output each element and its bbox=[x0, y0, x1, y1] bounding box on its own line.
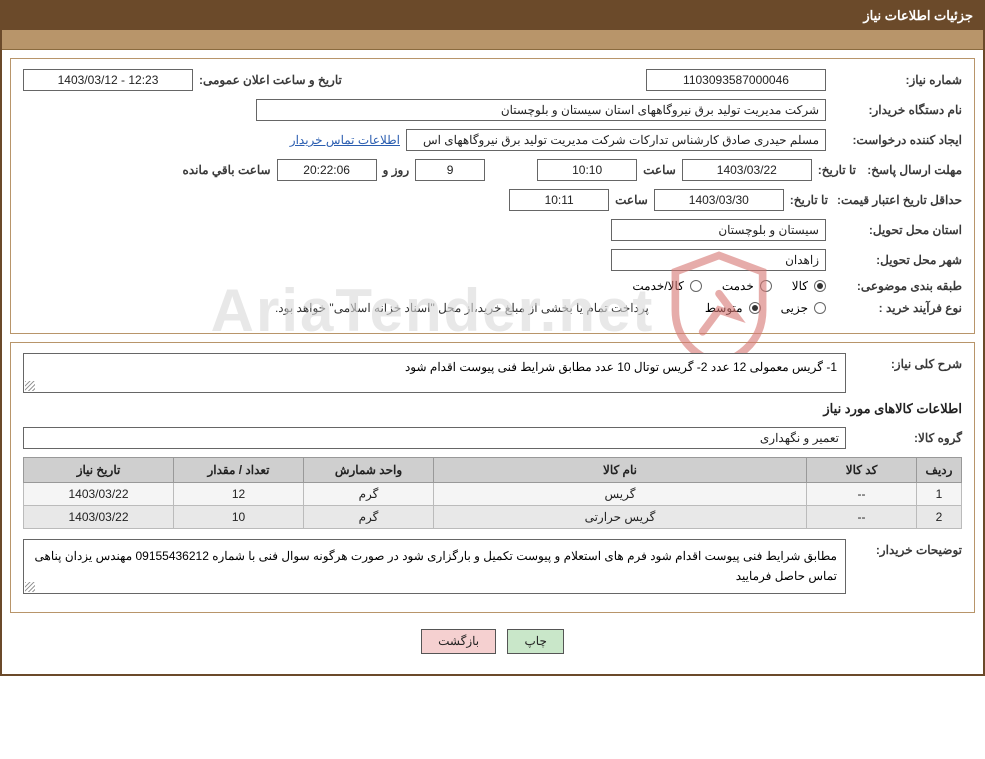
row-requester: ایجاد کننده درخواست: اطلاعات تماس خریدار bbox=[23, 129, 962, 151]
row-price-validity: حداقل تاریخ اعتبار قیمت: تا تاریخ: ساعت bbox=[23, 189, 962, 211]
row-buyer-org: نام دستگاه خریدار: bbox=[23, 99, 962, 121]
price-date-field bbox=[654, 189, 784, 211]
group-label: گروه کالا: bbox=[852, 431, 962, 445]
resize-handle-icon[interactable] bbox=[25, 582, 35, 592]
row-deadline: مهلت ارسال پاسخ: تا تاریخ: ساعت روز و سا… bbox=[23, 159, 962, 181]
page-title-bar: جزئیات اطلاعات نیاز bbox=[2, 2, 983, 30]
items-title: اطلاعات کالاهای مورد نیاز bbox=[23, 401, 962, 417]
table-cell: 2 bbox=[917, 506, 962, 529]
col-unit: واحد شمارش bbox=[304, 458, 434, 483]
category-label: طبقه بندی موضوعی: bbox=[832, 279, 962, 293]
col-date: تاریخ نیاز bbox=[24, 458, 174, 483]
radio-partial[interactable] bbox=[814, 302, 826, 314]
process-label: نوع فرآیند خرید : bbox=[832, 301, 962, 315]
announce-label: تاریخ و ساعت اعلان عمومی: bbox=[199, 73, 342, 87]
deadline-label: مهلت ارسال پاسخ: bbox=[862, 163, 962, 177]
row-group: گروه کالا: bbox=[23, 427, 962, 449]
table-row: 2--گریس حرارتیگرم101403/03/22 bbox=[24, 506, 962, 529]
buyer-notes-label: توضیحات خریدار: bbox=[852, 539, 962, 557]
table-cell: گریس bbox=[434, 483, 807, 506]
radio-medium-label: متوسط bbox=[705, 301, 743, 315]
row-need-desc: شرح کلی نیاز: 1- گریس معمولی 12 عدد 2- گ… bbox=[23, 353, 962, 393]
table-cell: گرم bbox=[304, 483, 434, 506]
buyer-org-label: نام دستگاه خریدار: bbox=[832, 103, 962, 117]
radio-service[interactable] bbox=[760, 280, 772, 292]
col-name: نام کالا bbox=[434, 458, 807, 483]
until-date-label: تا تاریخ: bbox=[818, 163, 856, 177]
radio-goods-service[interactable] bbox=[690, 280, 702, 292]
requester-label: ایجاد کننده درخواست: bbox=[832, 133, 962, 147]
back-button[interactable]: بازگشت bbox=[421, 629, 496, 654]
table-cell: 1403/03/22 bbox=[24, 483, 174, 506]
radio-service-label: خدمت bbox=[722, 279, 754, 293]
deadline-date-field bbox=[682, 159, 812, 181]
announce-field bbox=[23, 69, 193, 91]
table-cell: گریس حرارتی bbox=[434, 506, 807, 529]
price-time-field bbox=[509, 189, 609, 211]
countdown-field bbox=[277, 159, 377, 181]
remaining-label: ساعت باقي مانده bbox=[183, 163, 271, 177]
row-category: طبقه بندی موضوعی: کالا خدمت کالا/خدمت bbox=[23, 279, 962, 293]
price-validity-label: حداقل تاریخ اعتبار قیمت: bbox=[834, 193, 962, 207]
buyer-notes-text: مطابق شرایط فنی پیوست اقدام شود فرم های … bbox=[35, 549, 837, 583]
page-title: جزئیات اطلاعات نیاز bbox=[863, 8, 973, 23]
row-need-number: شماره نیاز: تاریخ و ساعت اعلان عمومی: bbox=[23, 69, 962, 91]
buyer-contact-link[interactable]: اطلاعات تماس خریدار bbox=[290, 133, 400, 147]
items-table: ردیف کد کالا نام کالا واحد شمارش تعداد /… bbox=[23, 457, 962, 529]
requester-field bbox=[406, 129, 826, 151]
time-label-2: ساعت bbox=[615, 193, 648, 207]
radio-medium[interactable] bbox=[749, 302, 761, 314]
buyer-org-field bbox=[256, 99, 826, 121]
accent-strip bbox=[2, 30, 983, 50]
radio-partial-label: جزیی bbox=[781, 301, 808, 315]
col-code: کد کالا bbox=[807, 458, 917, 483]
city-field bbox=[611, 249, 826, 271]
col-qty: تعداد / مقدار bbox=[174, 458, 304, 483]
row-province: استان محل تحویل: bbox=[23, 219, 962, 241]
page-frame: جزئیات اطلاعات نیاز AriaTender.net شماره… bbox=[0, 0, 985, 676]
print-button[interactable]: چاپ bbox=[507, 629, 563, 654]
payment-note: پرداخت تمام یا بخشی از مبلغ خرید،از محل … bbox=[275, 301, 649, 315]
need-desc-field: 1- گریس معمولی 12 عدد 2- گریس توتال 10 ع… bbox=[23, 353, 846, 393]
table-cell: 1 bbox=[917, 483, 962, 506]
need-number-label: شماره نیاز: bbox=[832, 73, 962, 87]
group-field bbox=[23, 427, 846, 449]
city-label: شهر محل تحویل: bbox=[832, 253, 962, 267]
table-cell: 12 bbox=[174, 483, 304, 506]
deadline-time-field bbox=[537, 159, 637, 181]
time-label-1: ساعت bbox=[643, 163, 676, 177]
table-cell: 1403/03/22 bbox=[24, 506, 174, 529]
row-process: نوع فرآیند خرید : جزیی متوسط پرداخت تمام… bbox=[23, 301, 962, 315]
details-section: شماره نیاز: تاریخ و ساعت اعلان عمومی: نا… bbox=[10, 58, 975, 334]
table-cell: گرم bbox=[304, 506, 434, 529]
row-city: شهر محل تحویل: bbox=[23, 249, 962, 271]
col-row-num: ردیف bbox=[917, 458, 962, 483]
content-area: شماره نیاز: تاریخ و ساعت اعلان عمومی: نا… bbox=[2, 50, 983, 674]
until-date-label-2: تا تاریخ: bbox=[790, 193, 828, 207]
province-field bbox=[611, 219, 826, 241]
items-section: شرح کلی نیاز: 1- گریس معمولی 12 عدد 2- گ… bbox=[10, 342, 975, 613]
need-desc-text: 1- گریس معمولی 12 عدد 2- گریس توتال 10 ع… bbox=[405, 360, 837, 374]
buyer-notes-field: مطابق شرایط فنی پیوست اقدام شود فرم های … bbox=[23, 539, 846, 594]
radio-goods[interactable] bbox=[814, 280, 826, 292]
table-cell: -- bbox=[807, 506, 917, 529]
need-desc-label: شرح کلی نیاز: bbox=[852, 353, 962, 371]
table-header-row: ردیف کد کالا نام کالا واحد شمارش تعداد /… bbox=[24, 458, 962, 483]
table-cell: 10 bbox=[174, 506, 304, 529]
resize-handle-icon[interactable] bbox=[25, 381, 35, 391]
button-row: چاپ بازگشت bbox=[10, 621, 975, 666]
table-row: 1--گریسگرم121403/03/22 bbox=[24, 483, 962, 506]
row-buyer-notes: توضیحات خریدار: مطابق شرایط فنی پیوست اق… bbox=[23, 539, 962, 594]
radio-goods-label: کالا bbox=[792, 279, 808, 293]
need-number-field bbox=[646, 69, 826, 91]
radio-goods-service-label: کالا/خدمت bbox=[632, 279, 683, 293]
table-cell: -- bbox=[807, 483, 917, 506]
days-field bbox=[415, 159, 485, 181]
day-and-label: روز و bbox=[383, 163, 410, 177]
province-label: استان محل تحویل: bbox=[832, 223, 962, 237]
